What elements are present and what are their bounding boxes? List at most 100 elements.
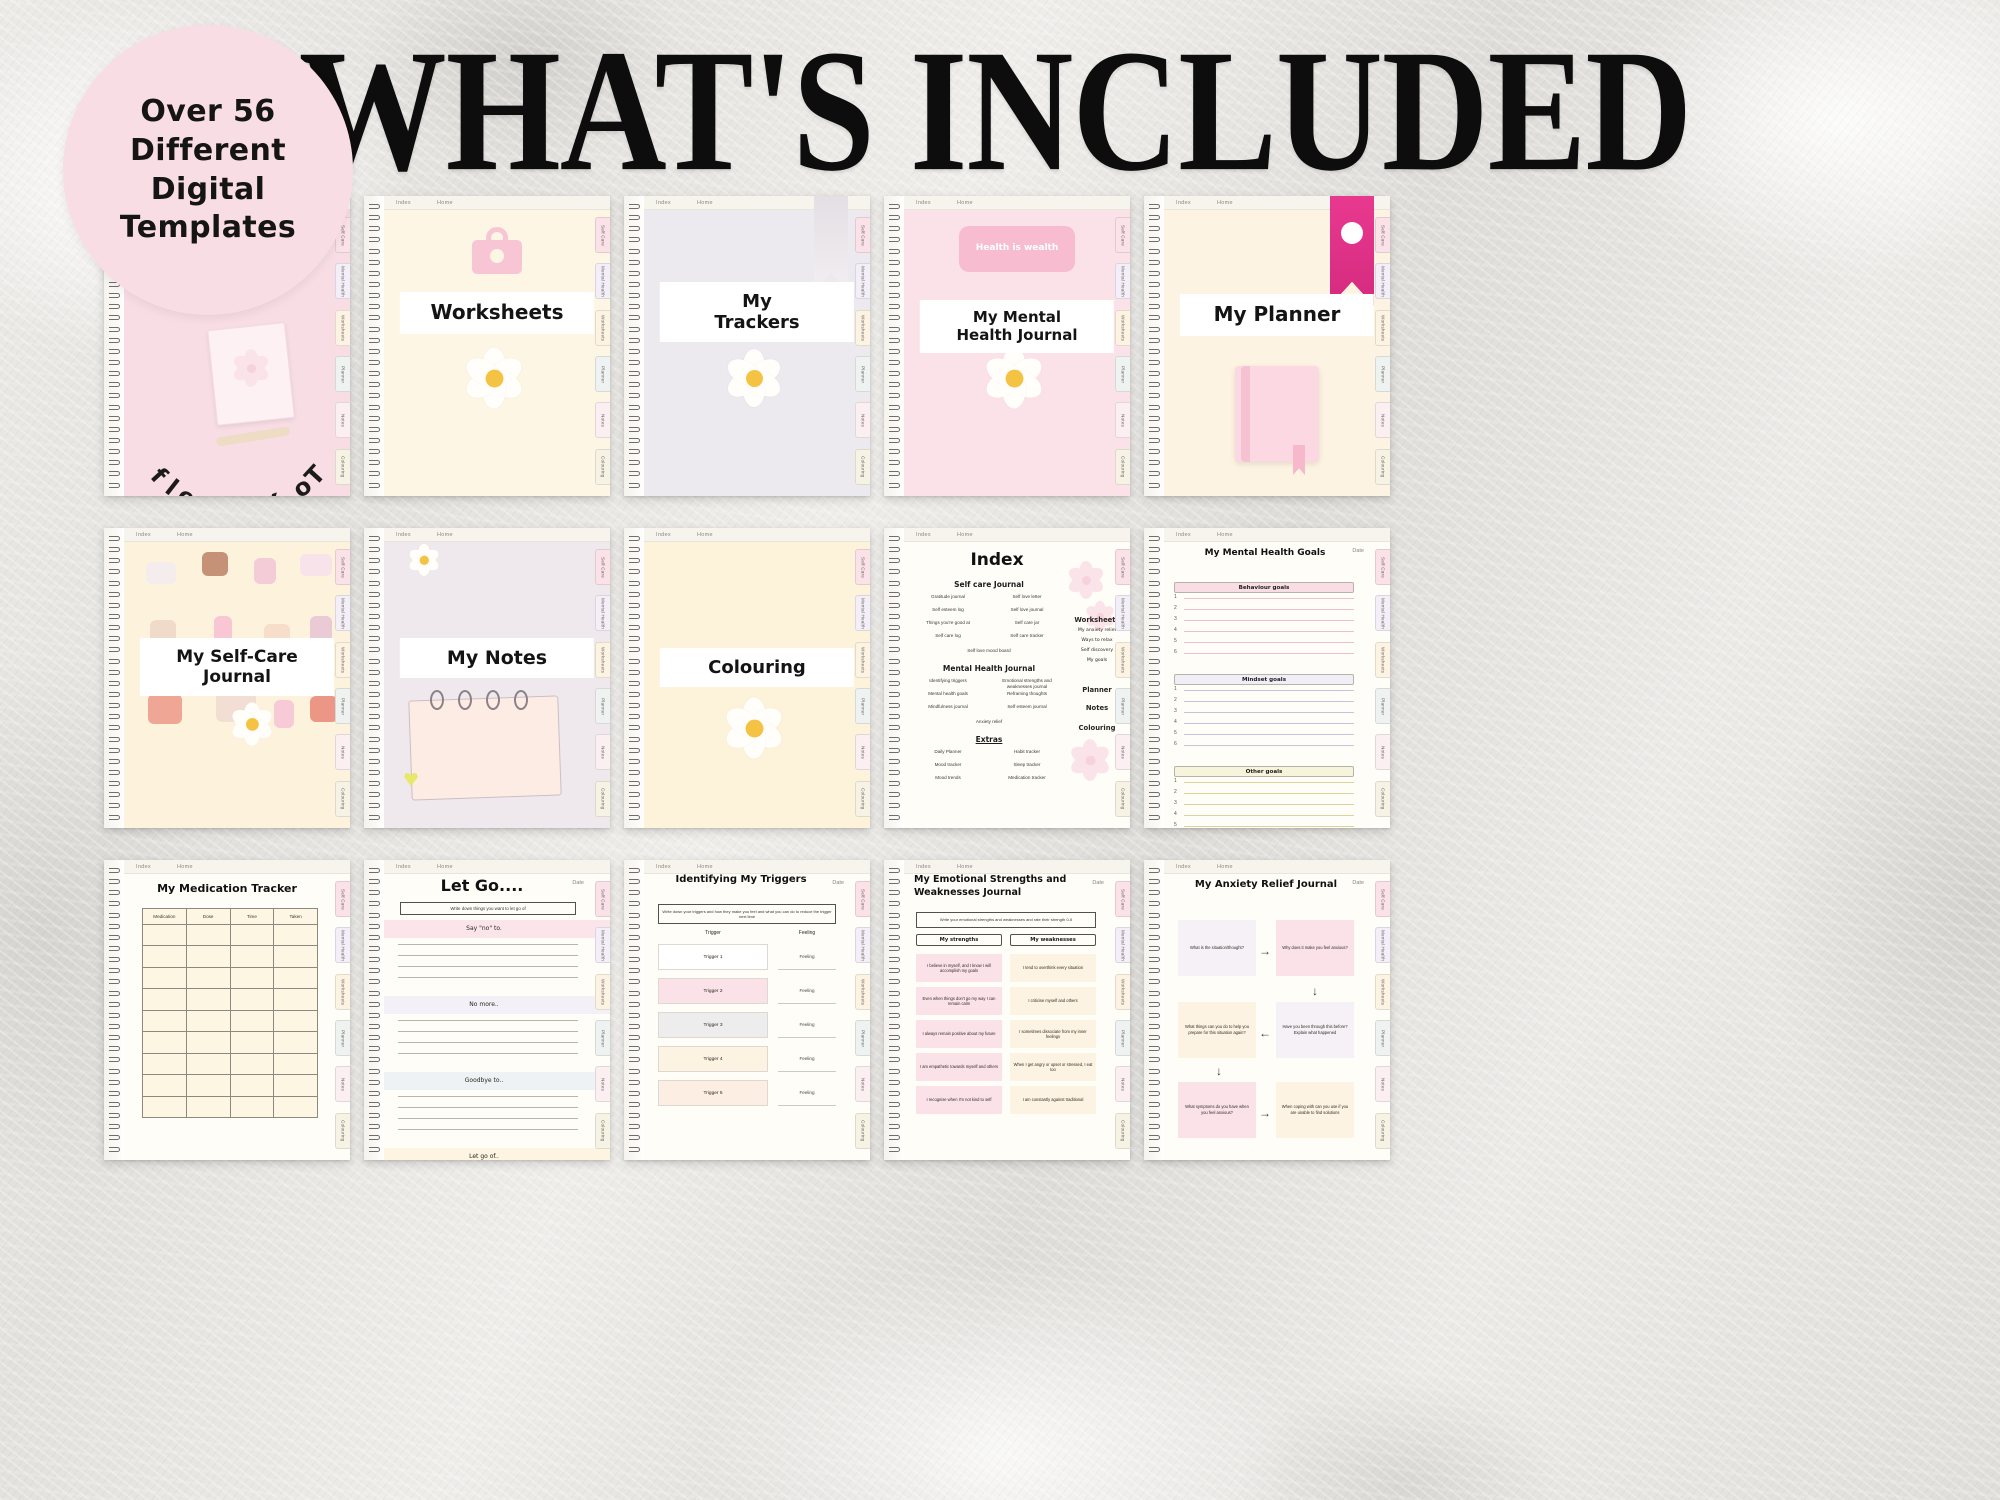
topbar-index-link[interactable]: Index bbox=[396, 199, 411, 206]
index-right-link[interactable]: Notes bbox=[1085, 704, 1109, 712]
weakness-item[interactable]: I am constantly against traditional bbox=[1010, 1086, 1096, 1114]
index-tab[interactable]: Planner bbox=[855, 688, 870, 725]
index-tab[interactable]: Mental Health bbox=[1115, 263, 1130, 300]
index-tab[interactable]: Self Care bbox=[595, 881, 610, 918]
index-tab[interactable]: Notes bbox=[855, 402, 870, 439]
card-my-medication-tracker[interactable]: Index Home Self Care Mental Health Worksheet… bbox=[104, 860, 350, 1160]
index-tab[interactable]: Worksheets bbox=[335, 309, 350, 346]
table-cell[interactable] bbox=[143, 989, 187, 1010]
table-cell[interactable] bbox=[143, 1053, 187, 1075]
card-my-notes[interactable]: Index Home Self Care Mental Health Worksheet… bbox=[364, 528, 610, 828]
table-cell[interactable] bbox=[187, 1096, 231, 1117]
table-cell[interactable] bbox=[143, 925, 187, 946]
index-tab[interactable]: Mental Health bbox=[595, 263, 610, 300]
index-tab[interactable]: Colouring bbox=[1115, 448, 1130, 485]
index-tab[interactable]: Self Care bbox=[1375, 881, 1390, 918]
topbar-index-link[interactable]: Index bbox=[1176, 863, 1191, 870]
table-cell[interactable] bbox=[231, 946, 275, 967]
index-tab[interactable]: Self Care bbox=[595, 549, 610, 586]
index-tab[interactable]: Planner bbox=[595, 1020, 610, 1057]
table-cell[interactable] bbox=[143, 946, 187, 967]
index-tab[interactable]: Self Care bbox=[335, 881, 350, 918]
index-tab[interactable]: Colouring bbox=[1375, 780, 1390, 817]
table-cell[interactable] bbox=[187, 967, 231, 989]
index-tab[interactable]: Notes bbox=[855, 734, 870, 771]
index-entry[interactable]: Things you're good at bbox=[925, 620, 971, 625]
index-tab[interactable]: Worksheets bbox=[855, 309, 870, 346]
weakness-item[interactable]: I sometimes dissociate from my inner fee… bbox=[1010, 1020, 1096, 1048]
index-tab[interactable]: Worksheets bbox=[595, 641, 610, 678]
index-entry[interactable]: Mood trends bbox=[935, 775, 961, 780]
index-tab[interactable]: Notes bbox=[1375, 1066, 1390, 1103]
index-tab[interactable]: Mental Health bbox=[1375, 595, 1390, 632]
index-tab[interactable]: Mental Health bbox=[335, 927, 350, 964]
table-cell[interactable] bbox=[187, 1032, 231, 1053]
index-right-link[interactable]: Worksheets bbox=[1074, 616, 1120, 624]
trigger-row[interactable]: Trigger 1 bbox=[658, 944, 768, 970]
topbar-index-link[interactable]: Index bbox=[656, 199, 671, 206]
topbar-home-link[interactable]: Home bbox=[956, 863, 973, 870]
table-cell[interactable] bbox=[143, 1010, 187, 1032]
index-tab[interactable]: Colouring bbox=[595, 448, 610, 485]
topbar-home-link[interactable]: Home bbox=[1216, 531, 1233, 538]
index-entry[interactable]: Self love mood board bbox=[967, 648, 1011, 653]
index-tab[interactable]: Planner bbox=[1115, 356, 1130, 393]
index-tab[interactable]: Self Care bbox=[335, 549, 350, 586]
index-tab[interactable]: Planner bbox=[1375, 688, 1390, 725]
feeling-cell[interactable]: Feeling bbox=[778, 1080, 836, 1106]
index-tab[interactable]: Notes bbox=[855, 1066, 870, 1103]
index-tab[interactable]: Colouring bbox=[855, 448, 870, 485]
index-right-link[interactable]: My goals bbox=[1086, 658, 1108, 663]
table-cell[interactable] bbox=[187, 925, 231, 946]
index-tab[interactable]: Colouring bbox=[855, 1112, 870, 1149]
feeling-cell[interactable]: Feeling bbox=[778, 978, 836, 1004]
trigger-row[interactable]: Trigger 4 bbox=[658, 1046, 768, 1072]
index-tab[interactable]: Planner bbox=[335, 356, 350, 393]
table-cell[interactable] bbox=[187, 946, 231, 967]
table-cell[interactable] bbox=[187, 1075, 231, 1096]
feeling-cell[interactable]: Feeling bbox=[778, 944, 836, 970]
flow-box[interactable]: Why does it make you feel anxious? bbox=[1276, 920, 1354, 976]
index-tab[interactable]: Worksheets bbox=[1115, 309, 1130, 346]
trigger-row[interactable]: Trigger 2 bbox=[658, 978, 768, 1004]
index-tab[interactable]: Notes bbox=[595, 1066, 610, 1103]
table-cell[interactable] bbox=[231, 1053, 275, 1075]
topbar-index-link[interactable]: Index bbox=[136, 531, 151, 538]
index-tab[interactable]: Worksheets bbox=[855, 641, 870, 678]
index-tab[interactable]: Planner bbox=[855, 356, 870, 393]
index-right-link[interactable]: My anxiety relief bbox=[1077, 628, 1117, 633]
topbar-index-link[interactable]: Index bbox=[656, 531, 671, 538]
index-tab[interactable]: Worksheets bbox=[1115, 973, 1130, 1010]
index-tab[interactable]: Mental Health bbox=[855, 927, 870, 964]
topbar-index-link[interactable]: Index bbox=[396, 531, 411, 538]
index-entry[interactable]: Self esteem journal bbox=[1007, 704, 1047, 709]
card-emotional-strengths-weaknesses[interactable]: Index Home Self Care Mental Health Worksheet… bbox=[884, 860, 1130, 1160]
card-my-planner[interactable]: Index Home Self Care Mental Health Worksheet… bbox=[1144, 196, 1390, 496]
topbar-home-link[interactable]: Home bbox=[1216, 199, 1233, 206]
trigger-row[interactable]: Trigger 3 bbox=[658, 1012, 768, 1038]
index-entry[interactable]: Gratitude journal bbox=[931, 594, 965, 599]
index-tab[interactable]: Notes bbox=[595, 402, 610, 439]
index-entry[interactable]: Self care log bbox=[935, 633, 961, 638]
index-tab[interactable]: Notes bbox=[1375, 734, 1390, 771]
topbar-home-link[interactable]: Home bbox=[436, 199, 453, 206]
index-tab[interactable]: Self Care bbox=[1375, 217, 1390, 254]
topbar-index-link[interactable]: Index bbox=[1176, 531, 1191, 538]
index-tab[interactable]: Planner bbox=[595, 688, 610, 725]
index-entry[interactable]: Self love letter bbox=[1012, 594, 1042, 599]
index-entry[interactable]: Self care tracker bbox=[1010, 633, 1044, 638]
index-tab[interactable]: Colouring bbox=[335, 448, 350, 485]
strength-item[interactable]: Even when things don't go my way I can r… bbox=[916, 987, 1002, 1015]
topbar-index-link[interactable]: Index bbox=[916, 863, 931, 870]
feeling-cell[interactable]: Feeling bbox=[778, 1012, 836, 1038]
table-cell[interactable] bbox=[143, 1075, 187, 1096]
index-tab[interactable]: Notes bbox=[335, 734, 350, 771]
topbar-home-link[interactable]: Home bbox=[436, 863, 453, 870]
topbar-home-link[interactable]: Home bbox=[696, 531, 713, 538]
strength-item[interactable]: I believe in myself, and I know I will a… bbox=[916, 954, 1002, 982]
card-my-self-care-journal[interactable]: Index Home Self Care Mental Health Worksheet… bbox=[104, 528, 350, 828]
index-tab[interactable]: Colouring bbox=[595, 1112, 610, 1149]
trigger-row[interactable]: Trigger 5 bbox=[658, 1080, 768, 1106]
table-cell[interactable] bbox=[143, 1032, 187, 1053]
weakness-item[interactable]: When I get angry or upset or stressed, I… bbox=[1010, 1053, 1096, 1081]
